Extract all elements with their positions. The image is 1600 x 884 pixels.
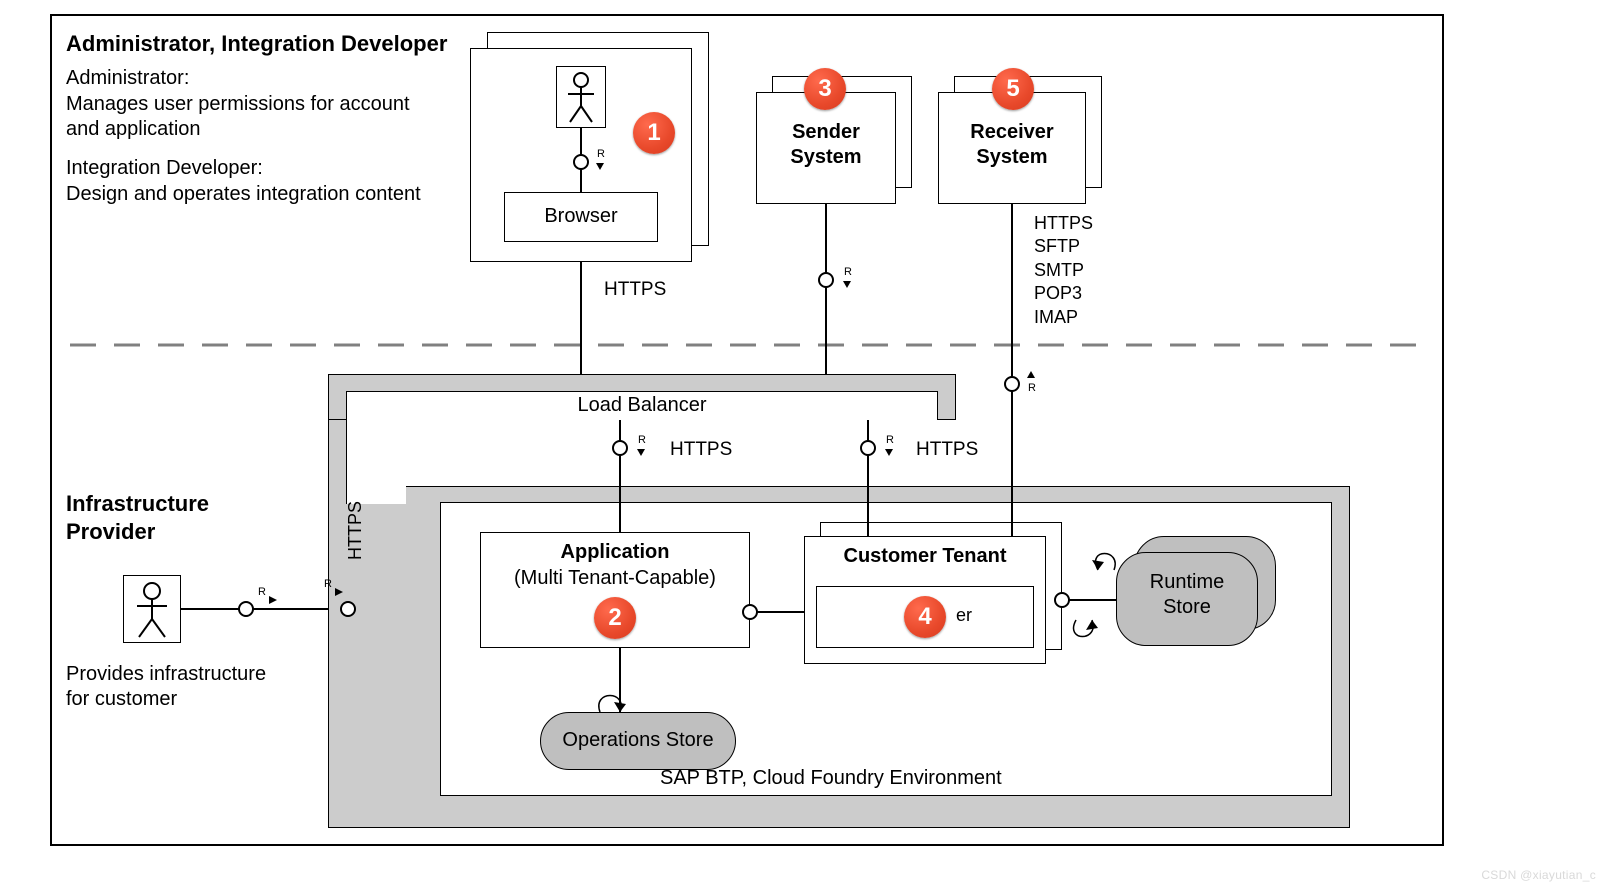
- port-receiver: [1004, 376, 1020, 392]
- port-tenant-right: [1054, 592, 1070, 608]
- port-infra-actor: [238, 601, 254, 617]
- port-lb-app: [612, 440, 628, 456]
- port-sender: [818, 272, 834, 288]
- port-lb-tenant: [860, 440, 876, 456]
- port-browser-actor: [573, 154, 589, 170]
- connectors: [0, 0, 1600, 884]
- watermark: CSDN @xiayutian_c: [1481, 868, 1596, 882]
- port-app-right: [742, 604, 758, 620]
- port-env-left: [340, 601, 356, 617]
